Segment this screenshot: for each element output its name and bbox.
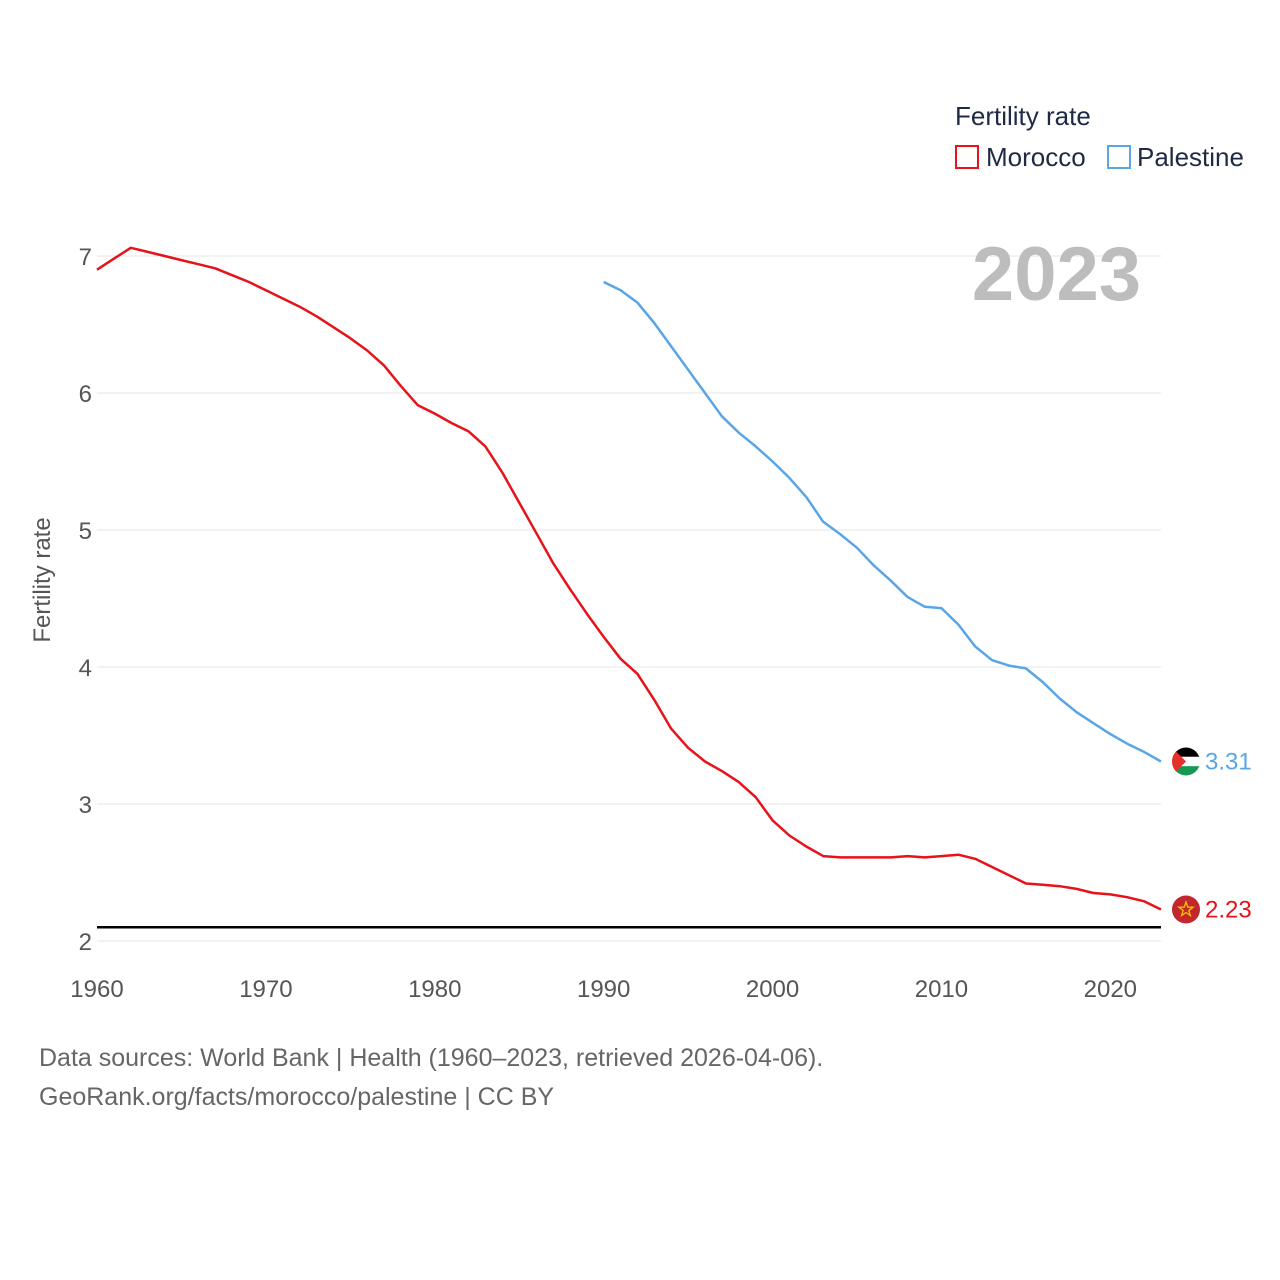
morocco-flag-icon (1172, 895, 1200, 924)
series-lines (96, 246, 1162, 911)
x-tick-label-2020: 2020 (1084, 976, 1137, 1003)
y-tick-label-7: 7 (79, 244, 92, 271)
y-tick-label-4: 4 (79, 655, 92, 682)
y-tick-label-2: 2 (79, 929, 92, 956)
fertility-rate-chart: 2 3 4 5 6 7 1960 1970 1980 1990 2000 2010 2020 Fert… (29, 101, 1252, 1003)
footer-attribution[interactable]: GeoRank.org/facts/morocco/palestine | CC… (39, 1083, 555, 1111)
footer-data-sources: Data sources: World Bank | Health (1960–… (39, 1044, 824, 1072)
legend-swatch-palestine[interactable] (1107, 145, 1131, 169)
legend: Fertility rate Morocco Palestine (955, 101, 1244, 172)
y-axis-ticks: 2 3 4 5 6 7 (79, 244, 92, 956)
y-tick-label-5: 5 (79, 518, 92, 545)
x-tick-label-1970: 1970 (239, 976, 292, 1003)
morocco-end-value: 2.23 (1205, 896, 1252, 923)
y-axis-title: Fertility rate (29, 517, 56, 642)
x-axis-ticks: 1960 1970 1980 1990 2000 2010 2020 (70, 976, 1137, 1003)
y-tick-label-3: 3 (79, 792, 92, 819)
series-line-palestine[interactable] (603, 280, 1162, 763)
legend-label-palestine[interactable]: Palestine (1137, 142, 1244, 172)
legend-label-morocco[interactable]: Morocco (986, 142, 1086, 172)
palestine-flag-icon (1172, 747, 1200, 776)
palestine-end-value: 3.31 (1205, 749, 1252, 776)
year-label: 2023 (972, 232, 1141, 317)
x-tick-label-1960: 1960 (70, 976, 123, 1003)
y-tick-label-6: 6 (79, 381, 92, 408)
x-tick-label-1990: 1990 (577, 976, 630, 1003)
x-tick-label-1980: 1980 (408, 976, 461, 1003)
x-tick-label-2010: 2010 (915, 976, 968, 1003)
legend-swatch-morocco[interactable] (955, 145, 979, 169)
grid-lines (97, 255, 1161, 942)
series-line-morocco[interactable] (96, 246, 1162, 911)
legend-title: Fertility rate (955, 101, 1091, 131)
x-tick-label-2000: 2000 (746, 976, 799, 1003)
